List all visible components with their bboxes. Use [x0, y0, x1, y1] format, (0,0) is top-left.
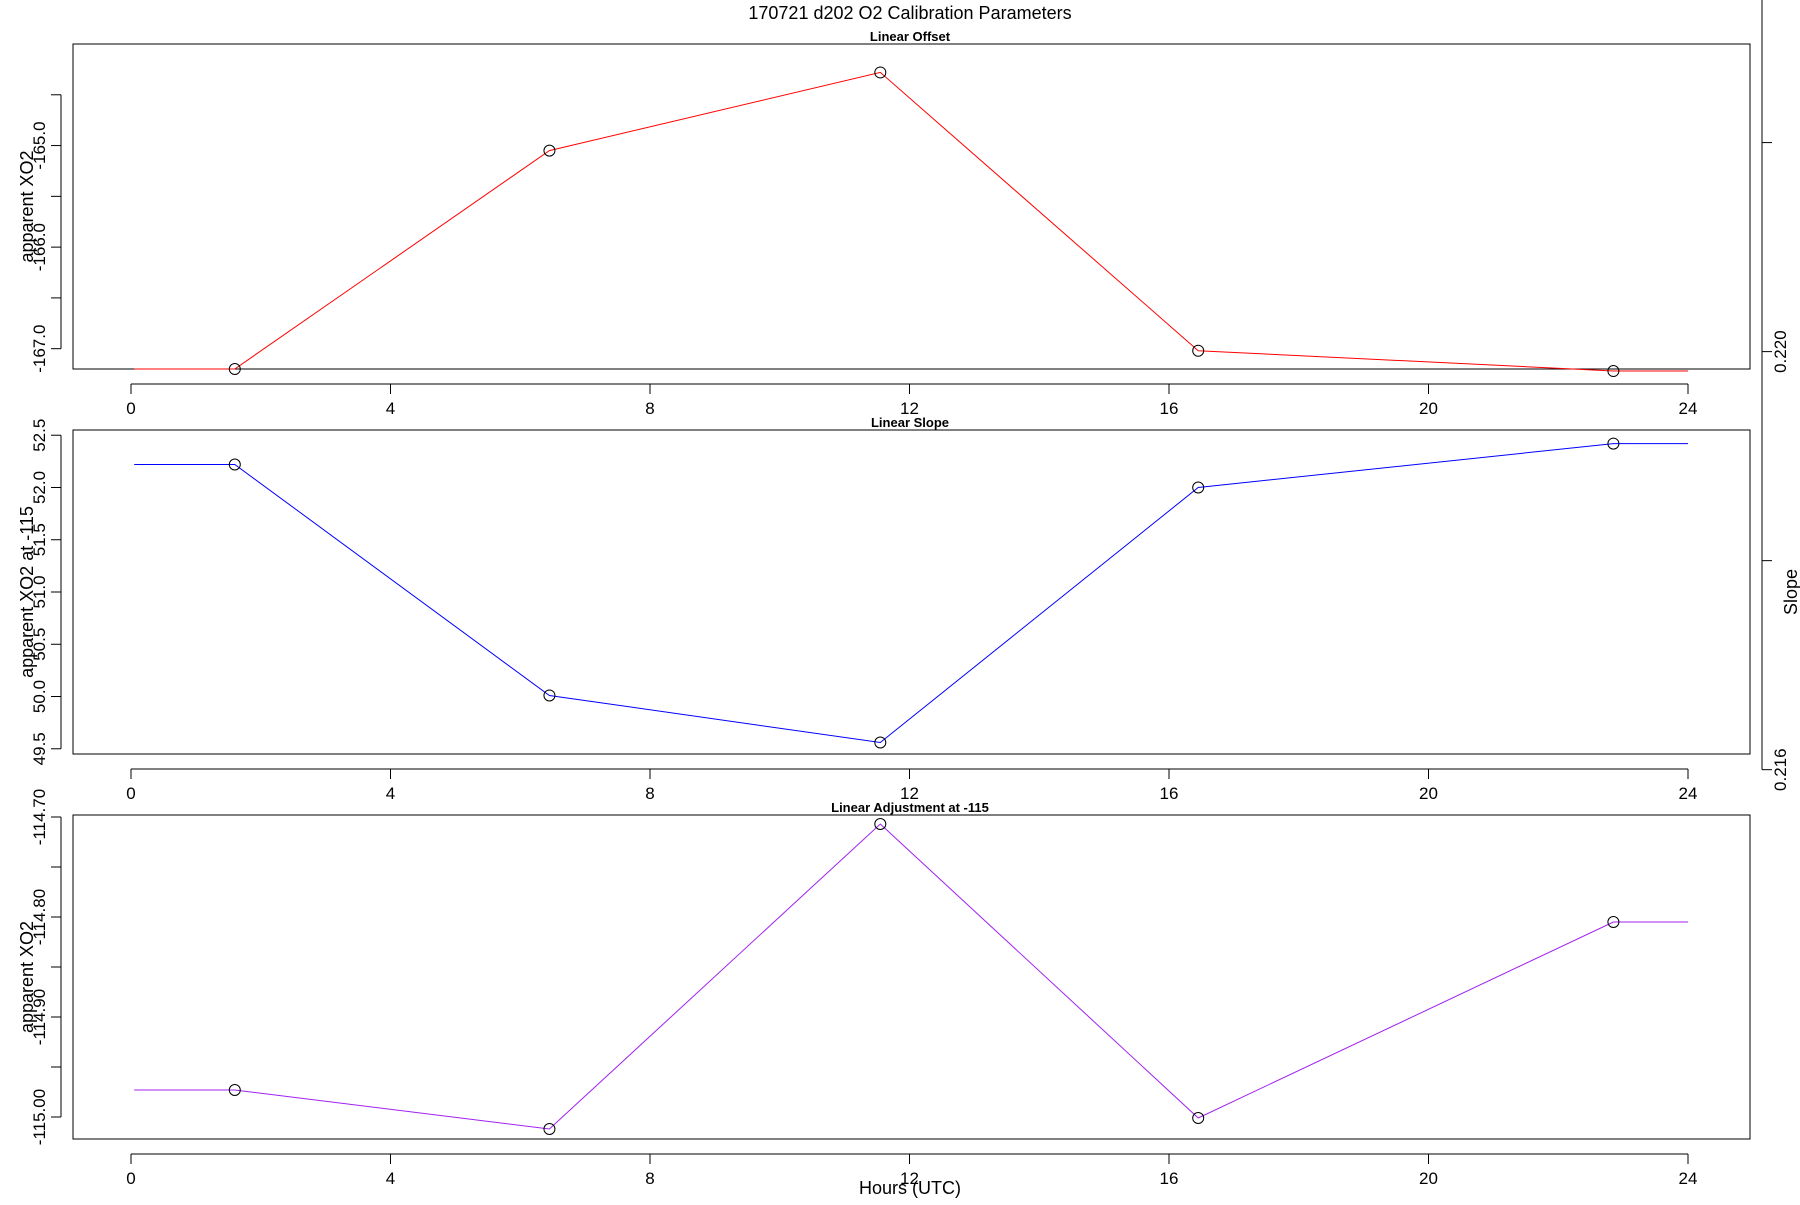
series-line [134, 823, 1688, 1130]
y-tick-label: -165.0 [30, 121, 49, 169]
y-tick-label: 52.0 [30, 471, 49, 504]
series-line [134, 71, 1688, 372]
series-line [134, 443, 1688, 744]
x-tick-label: 20 [1419, 1169, 1438, 1188]
data-point [874, 818, 887, 830]
data-point [1607, 437, 1620, 450]
x-tick-label: 8 [645, 399, 654, 418]
data-point [1192, 481, 1205, 494]
data-point [228, 1084, 241, 1096]
data-point [228, 363, 241, 375]
y2-tick-label: 0.216 [1771, 748, 1790, 791]
x-tick-label: 12 [900, 399, 919, 418]
plot-frame [72, 429, 1751, 755]
x-tick-label: 16 [1160, 784, 1179, 803]
x-tick-label: 20 [1419, 784, 1438, 803]
y-tick-label: -114.80 [30, 889, 49, 945]
data-point [1607, 365, 1620, 378]
x-tick-label: 4 [386, 784, 395, 803]
x-tick-label: 0 [126, 399, 135, 418]
x-tick-label: 8 [645, 1169, 654, 1188]
x-tick-label: 8 [645, 784, 654, 803]
y-axis-title: apparent XO2 at -115 [17, 506, 37, 678]
x-tick-label: 24 [1679, 784, 1698, 803]
data-point [1192, 344, 1205, 357]
x-tick-label: 0 [126, 1169, 135, 1188]
plot-frame [72, 43, 1751, 370]
y2-axis-title: Slope [1781, 569, 1800, 615]
panel-1: Linear Offset 0 4 8 12 16 20 24 -167.0 -166.0 -165… [17, 29, 1751, 418]
y-axis-title: apparent XO2 [17, 921, 37, 1033]
chart-title: 170721 d202 O2 Calibration Parameters [748, 3, 1071, 23]
y-tick-label: -115.00 [30, 1089, 49, 1145]
data-point [543, 144, 556, 157]
x-tick-label: 24 [1679, 399, 1698, 418]
x-tick-label: 4 [386, 399, 395, 418]
x-tick-label: 20 [1419, 399, 1438, 418]
y-tick-label: 52.5 [30, 419, 49, 452]
data-point [1607, 916, 1620, 928]
x-tick-label: 16 [1160, 399, 1179, 418]
panel-3: Linear Adjustment at -115 0 4 8 12 16 20 24 -115… [17, 789, 1751, 1188]
y-tick-label: -167.0 [30, 325, 49, 373]
x-tick-label: 4 [386, 1169, 395, 1188]
panel-title: Linear Adjustment at -115 [831, 800, 989, 815]
data-point [543, 1123, 556, 1135]
y-tick-label: -114.70 [30, 789, 49, 845]
data-point [543, 689, 556, 702]
y-tick-label: 49.5 [30, 732, 49, 765]
y-axis-title: apparent XO2 [17, 150, 37, 262]
panel-title: Linear Offset [870, 29, 951, 44]
y-tick-label: -114.90 [30, 989, 49, 1045]
x-tick-label: 0 [126, 784, 135, 803]
y-tick-label: 51.5 [30, 523, 49, 556]
data-point [228, 458, 241, 471]
x-axis-title: Hours (UTC) [859, 1178, 961, 1198]
panel-title: Linear Slope [871, 415, 949, 430]
panel-2: Linear Slope 0 4 8 12 16 20 24 49.5 50.0 50.5 51.0 5… [17, 0, 1800, 803]
x-tick-label: 12 [900, 784, 919, 803]
y-tick-label: 50.5 [30, 628, 49, 661]
data-point [874, 736, 887, 749]
x-tick-label: 12 [900, 1169, 919, 1188]
x-tick-label: 16 [1160, 1169, 1179, 1188]
data-point [874, 66, 887, 79]
y-tick-label: 50.0 [30, 680, 49, 713]
data-point [1192, 1112, 1205, 1124]
plot-frame [72, 814, 1751, 1140]
x-tick-label: 24 [1679, 1169, 1698, 1188]
y-tick-label: 51.0 [30, 575, 49, 608]
y2-tick-label: 0.220 [1771, 330, 1790, 373]
y-tick-label: -166.0 [30, 223, 49, 271]
